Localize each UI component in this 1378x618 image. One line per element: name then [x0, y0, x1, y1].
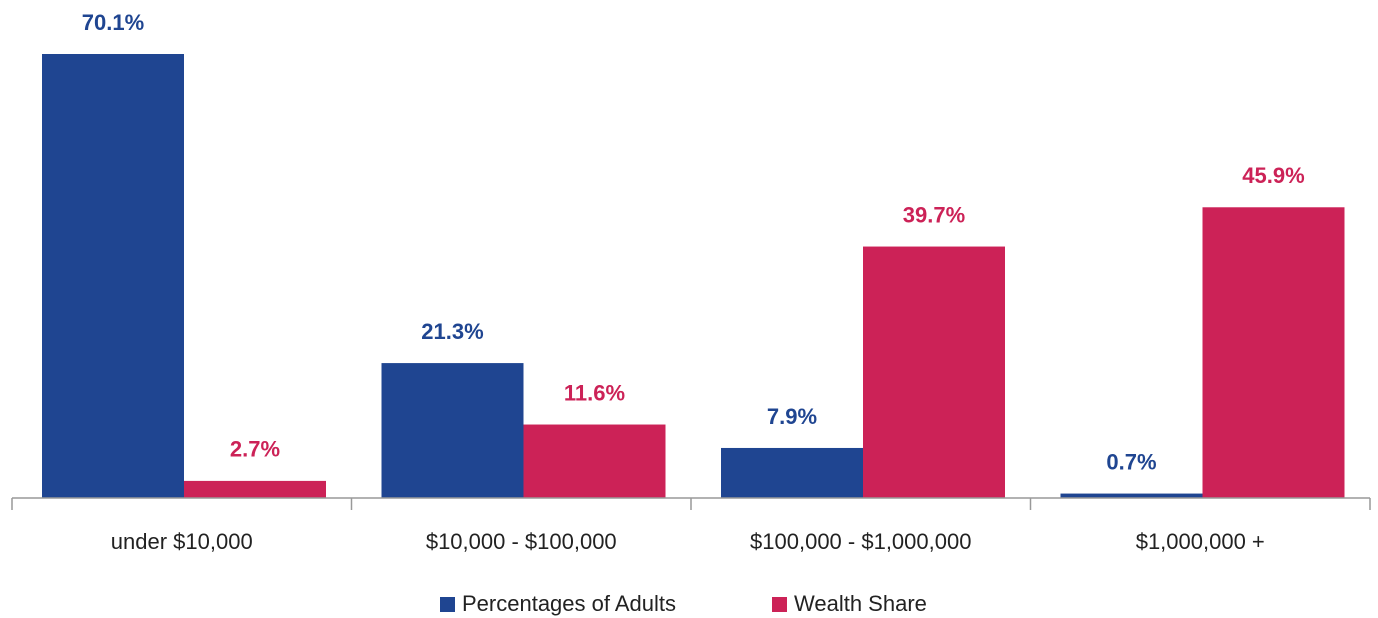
x-tick-label: $1,000,000 +: [1136, 529, 1265, 554]
legend-swatch: [772, 597, 787, 612]
legend-label: Wealth Share: [794, 591, 927, 616]
data-label: 21.3%: [421, 319, 483, 344]
bar: [42, 54, 184, 498]
bar: [721, 447, 863, 498]
data-label: 45.9%: [1242, 163, 1304, 188]
data-label: 0.7%: [1106, 449, 1156, 474]
data-label: 2.7%: [230, 437, 280, 462]
bar: [863, 246, 1005, 498]
bar: [1202, 207, 1345, 498]
data-label: 11.6%: [564, 380, 625, 405]
x-tick-label: $10,000 - $100,000: [426, 529, 617, 554]
x-tick-label: under $10,000: [111, 529, 253, 554]
bar: [184, 480, 326, 498]
bar: [523, 424, 666, 498]
bar: [381, 363, 524, 498]
data-label: 7.9%: [767, 404, 817, 429]
bar: [1060, 493, 1203, 498]
data-label: 39.7%: [903, 202, 965, 227]
legend-label: Percentages of Adults: [462, 591, 676, 616]
legend-swatch: [440, 597, 455, 612]
data-label: 70.1%: [82, 10, 144, 35]
x-tick-label: $100,000 - $1,000,000: [750, 529, 971, 554]
